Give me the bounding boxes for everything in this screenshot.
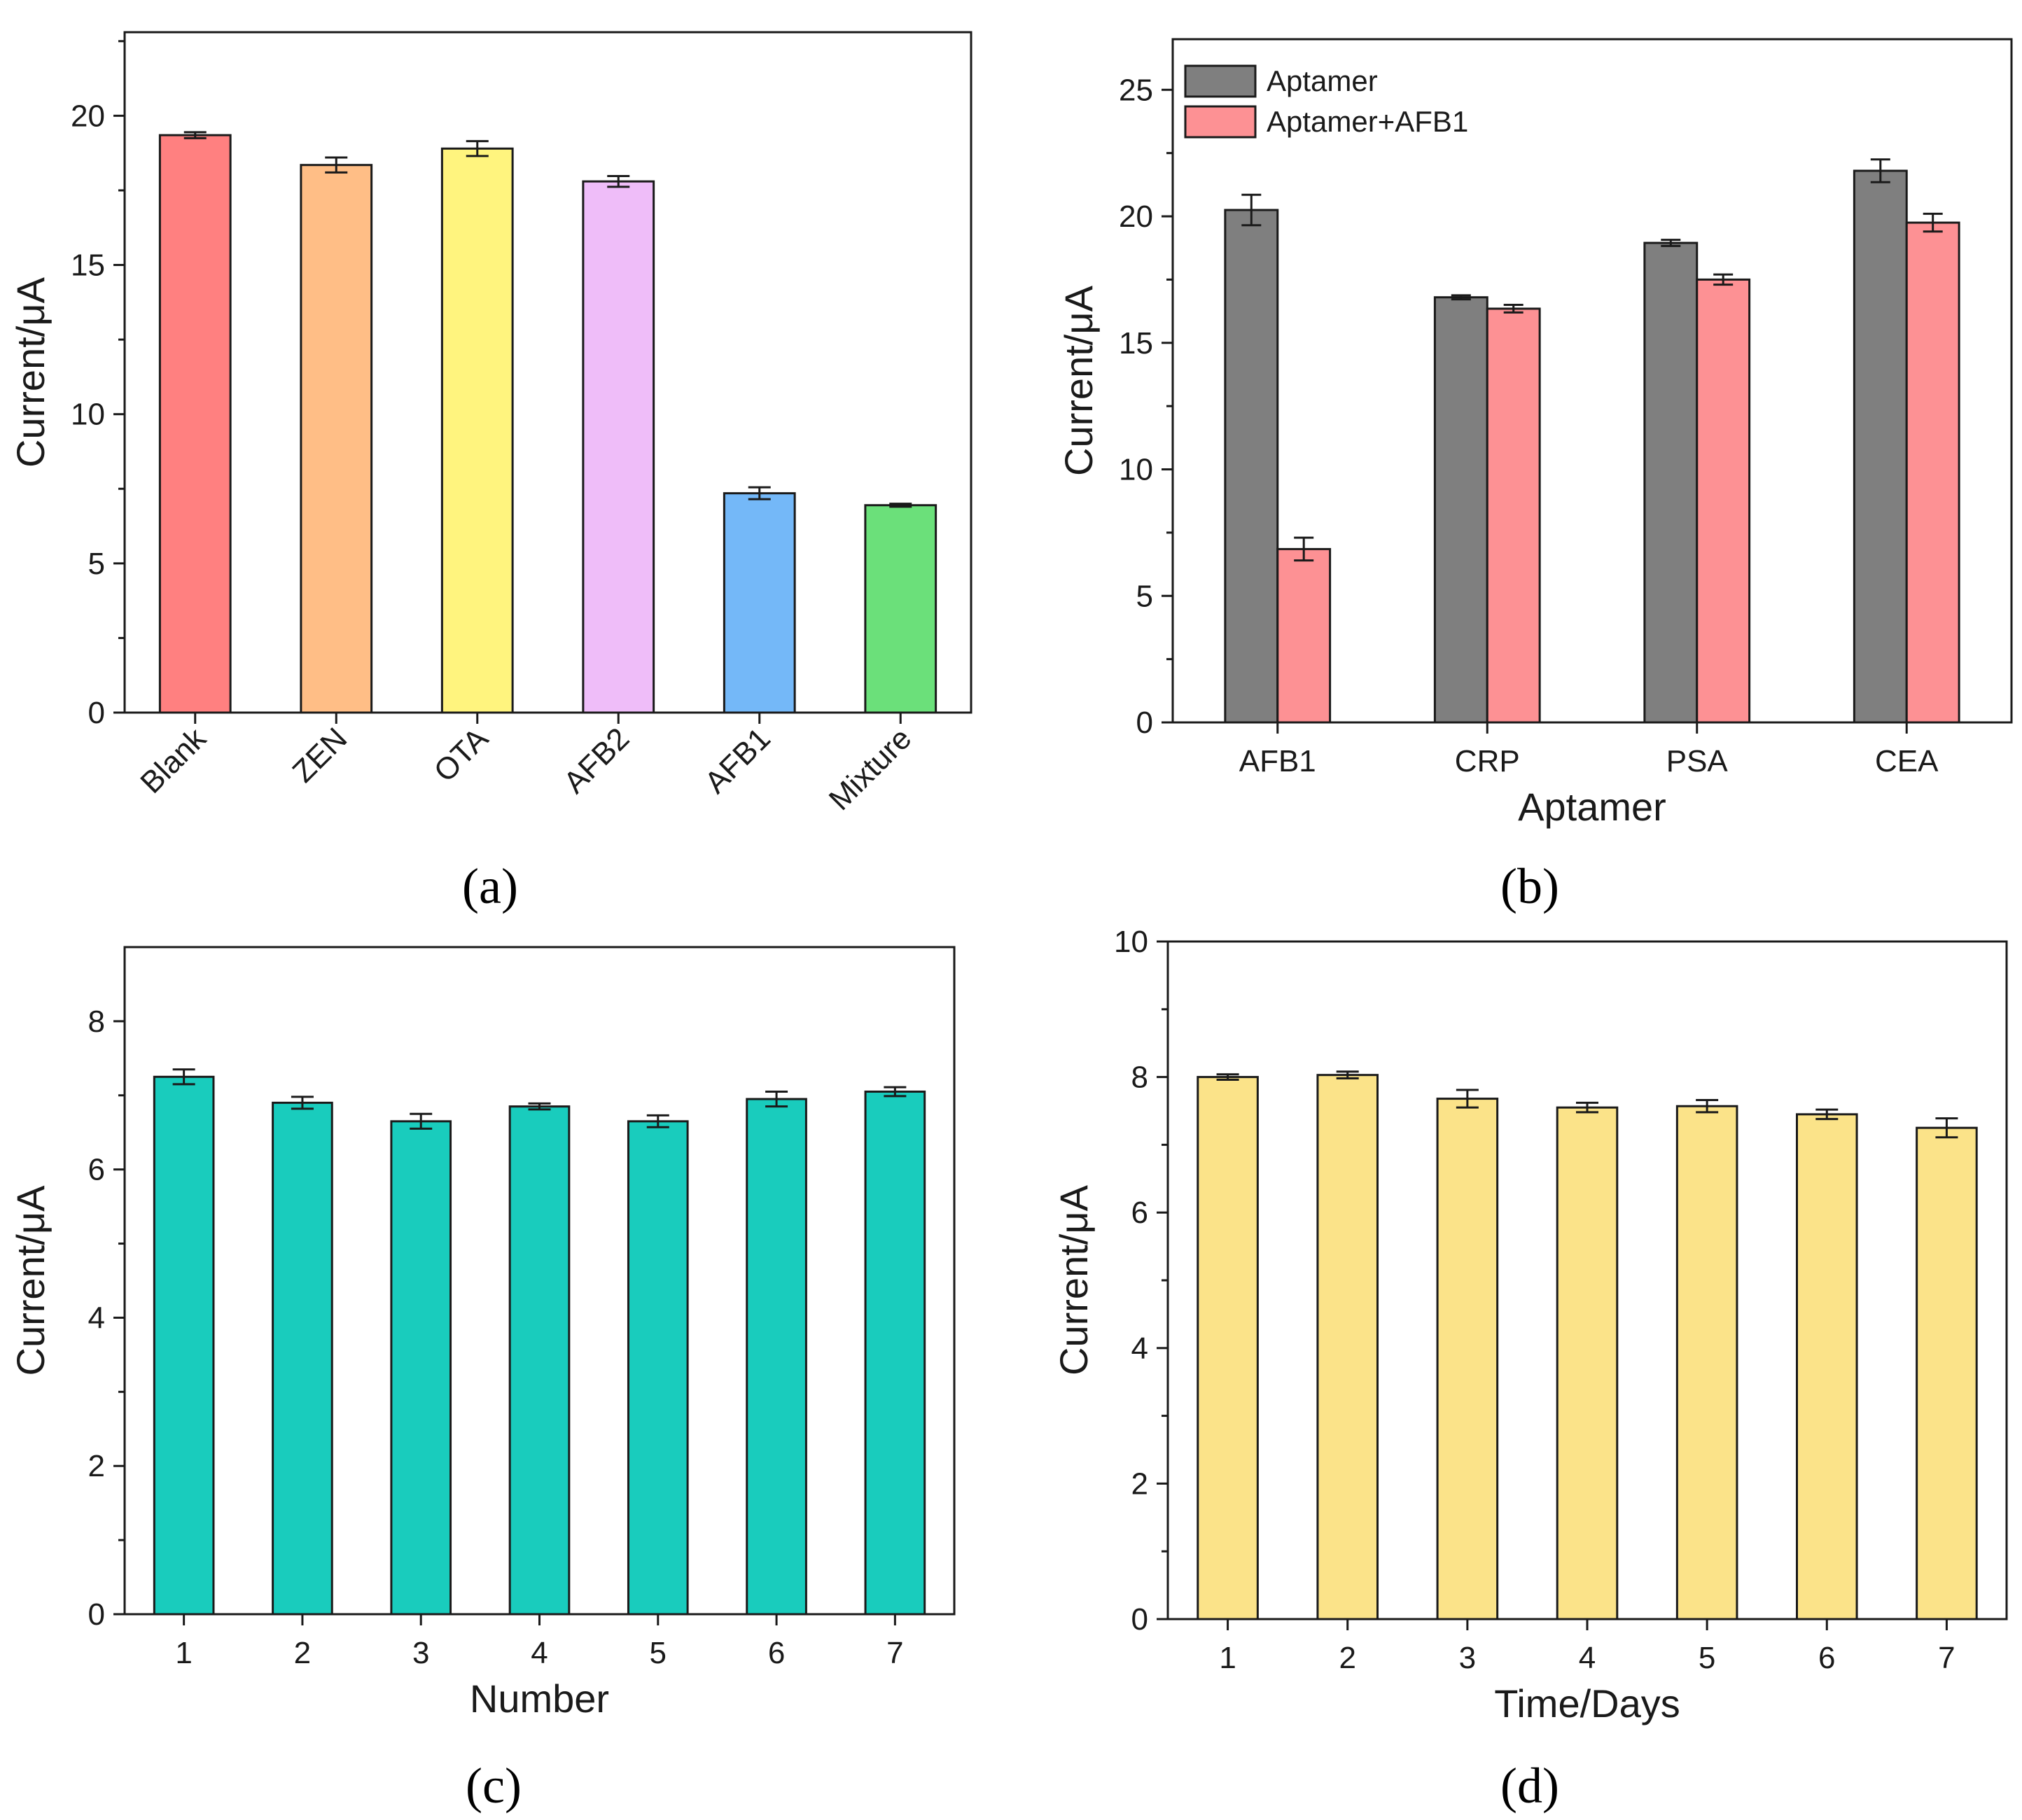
y-tick-label: 0 xyxy=(88,1597,105,1632)
bar-aptamer-afb1 xyxy=(1696,278,1751,724)
x-tick-label: 7 xyxy=(886,1636,903,1670)
y-axis-label: Current/μA xyxy=(1052,1184,1096,1376)
y-axis-label: Current/μA xyxy=(8,276,53,468)
x-tick-label: 7 xyxy=(1938,1641,1955,1675)
x-tick-label: 3 xyxy=(412,1636,429,1670)
bar xyxy=(1796,1113,1858,1620)
bar-aptamer xyxy=(1433,296,1488,724)
bar-aptamer xyxy=(1853,169,1908,724)
y-tick-label: 8 xyxy=(88,1004,105,1039)
y-tick-label: 0 xyxy=(1131,1602,1148,1637)
y-tick-label: 5 xyxy=(1136,579,1153,613)
chart-a: 0 5 10 15 20 Current/μA Blank ZEN OTA AFB2 AFB1 Mix… xyxy=(8,31,972,817)
y-tick-label: 6 xyxy=(88,1153,105,1187)
x-axis-label: Number xyxy=(470,1676,609,1721)
y-tick-label: 15 xyxy=(1119,326,1153,360)
x-tick-label: AFB1 xyxy=(698,721,776,799)
y-tick-label: 5 xyxy=(88,547,105,581)
x-tick-label: CEA xyxy=(1875,744,1939,778)
y-tick-label: 0 xyxy=(88,696,105,730)
y-axis-label: Current/μA xyxy=(8,1185,53,1376)
x-tick-label: 6 xyxy=(768,1636,785,1670)
x-axis-label: Aptamer xyxy=(1518,785,1666,829)
bar xyxy=(723,492,796,714)
x-tick-label: 2 xyxy=(294,1636,311,1670)
y-tick-label: 2 xyxy=(1131,1466,1148,1501)
x-tick-label: 1 xyxy=(1219,1641,1236,1675)
bar xyxy=(508,1105,571,1616)
x-tick-label: PSA xyxy=(1666,744,1729,778)
y-tick-label: 0 xyxy=(1136,706,1153,740)
bar-aptamer-afb1 xyxy=(1905,221,1960,724)
x-tick-label: 4 xyxy=(531,1636,548,1670)
bar-aptamer xyxy=(1643,241,1699,724)
x-tick-label: 1 xyxy=(175,1636,192,1670)
legend-label: Aptamer+AFB1 xyxy=(1267,105,1468,138)
chart-c: 0 2 4 6 8 Current/μA 1 2 3 4 5 6 7 Number xyxy=(8,946,956,1721)
x-tick-label: AFB2 xyxy=(557,721,636,799)
y-tick-label: 15 xyxy=(71,248,105,283)
chart-b: 0 5 10 15 20 25 Current/μA AFB1 CRP PSA CEA Aptamer… xyxy=(1057,38,2013,829)
y-tick-label: 8 xyxy=(1131,1060,1148,1095)
y-tick-label: 20 xyxy=(1119,200,1153,234)
x-tick-label: 6 xyxy=(1818,1641,1835,1675)
y-tick-label: 4 xyxy=(1131,1331,1148,1366)
x-tick-label: 4 xyxy=(1579,1641,1596,1675)
bar xyxy=(1556,1106,1619,1620)
x-tick-label: AFB1 xyxy=(1239,744,1316,778)
y-tick-label: 10 xyxy=(71,398,105,432)
legend-swatch xyxy=(1184,64,1257,98)
bar xyxy=(440,147,514,714)
bar xyxy=(153,1075,215,1616)
bar xyxy=(1916,1126,1978,1620)
y-tick-label: 10 xyxy=(1119,453,1153,487)
plot-frame xyxy=(1171,38,2013,724)
y-tick-label: 25 xyxy=(1119,73,1153,107)
bar-aptamer xyxy=(1224,209,1279,724)
x-tick-label: CRP xyxy=(1455,744,1520,778)
bar xyxy=(746,1098,807,1616)
bar xyxy=(582,180,655,714)
bar xyxy=(1436,1098,1499,1620)
panel-label-a: (a) xyxy=(462,858,518,914)
y-tick-label: 10 xyxy=(1114,925,1148,959)
y-tick-label: 20 xyxy=(71,99,105,133)
bar xyxy=(864,504,937,714)
x-tick-label: 5 xyxy=(1699,1641,1715,1675)
bar-aptamer-afb1 xyxy=(1276,547,1332,724)
y-tick-label: 2 xyxy=(88,1449,105,1483)
plot-frame xyxy=(123,31,972,714)
bar xyxy=(390,1120,452,1616)
x-tick-label: Mixture xyxy=(823,721,919,817)
x-tick-label: OTA xyxy=(428,721,496,789)
x-tick-label: 5 xyxy=(650,1636,667,1670)
bar xyxy=(864,1090,926,1616)
x-axis-label: Time/Days xyxy=(1494,1681,1680,1726)
bar xyxy=(158,134,232,714)
y-tick-label: 4 xyxy=(88,1301,105,1335)
x-tick-label: ZEN xyxy=(286,721,354,789)
bar xyxy=(1316,1074,1379,1620)
y-axis-label: Current/μA xyxy=(1057,285,1101,476)
chart-d: 0 2 4 6 8 10 Current/μA 1 2 3 4 5 6 7 Time/Days xyxy=(1052,925,2008,1726)
bar xyxy=(272,1101,333,1616)
bar xyxy=(627,1120,689,1616)
panel-label-c: (c) xyxy=(466,1758,522,1814)
bar-aptamer-afb1 xyxy=(1486,307,1541,724)
x-tick-label: Blank xyxy=(134,721,213,800)
bar xyxy=(300,164,373,714)
legend-swatch xyxy=(1184,105,1257,139)
legend-label: Aptamer xyxy=(1267,64,1378,97)
x-tick-label: 2 xyxy=(1339,1641,1355,1675)
bar xyxy=(1197,1076,1259,1620)
panel-label-d: (d) xyxy=(1500,1758,1559,1814)
y-tick-label: 6 xyxy=(1131,1196,1148,1230)
x-tick-label: 3 xyxy=(1459,1641,1476,1675)
bar xyxy=(1675,1105,1738,1620)
panel-label-b: (b) xyxy=(1500,858,1559,914)
